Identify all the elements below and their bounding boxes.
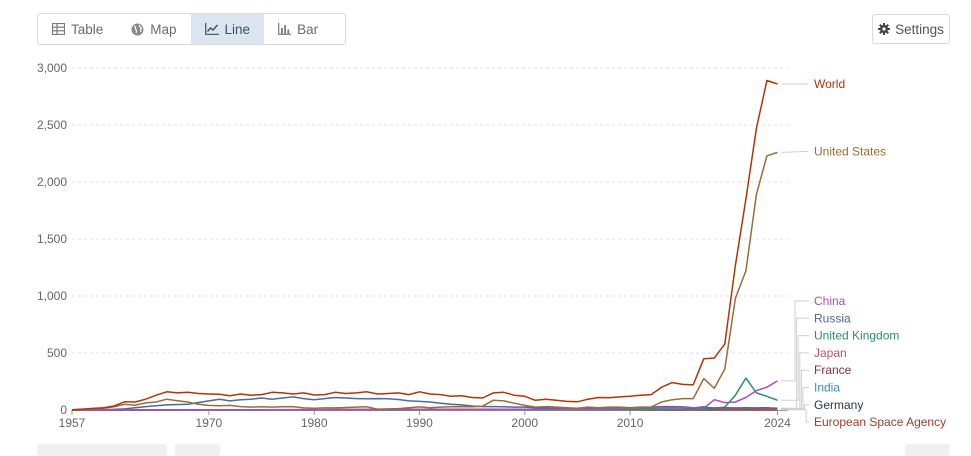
x-tick-label: 1990 xyxy=(406,416,433,430)
series-end-label: World xyxy=(814,77,845,91)
series-end-label: Germany xyxy=(814,398,863,412)
series-end-label: Japan xyxy=(814,346,847,360)
x-tick-label: 1970 xyxy=(196,416,223,430)
y-tick-label: 1,000 xyxy=(37,289,67,303)
series-end-label: United States xyxy=(814,144,886,158)
footer-tab-stub xyxy=(905,444,950,456)
x-tick-label: 1980 xyxy=(301,416,328,430)
footer-tab-stub xyxy=(175,444,220,456)
series-end-label: Russia xyxy=(814,311,851,325)
y-tick-label: 2,500 xyxy=(37,118,67,132)
x-tick-label: 2024 xyxy=(764,416,791,430)
series-line xyxy=(72,381,778,410)
x-tick-label: 1957 xyxy=(59,416,86,430)
y-tick-label: 2,000 xyxy=(37,175,67,189)
y-tick-label: 1,500 xyxy=(37,232,67,246)
footer-tab-stub xyxy=(37,444,167,456)
series-end-label: China xyxy=(814,294,846,308)
y-tick-label: 0 xyxy=(60,403,67,417)
label-connector xyxy=(780,301,809,381)
series-end-label: European Space Agency xyxy=(814,415,946,429)
x-tick-label: 2010 xyxy=(617,416,644,430)
series-end-label: India xyxy=(814,381,840,395)
x-tick-label: 2000 xyxy=(511,416,538,430)
label-connector xyxy=(781,151,808,152)
y-tick-label: 500 xyxy=(47,346,67,360)
series-end-label: United Kingdom xyxy=(814,329,899,343)
y-tick-label: 3,000 xyxy=(37,61,67,75)
series-line xyxy=(72,152,778,410)
series-end-label: France xyxy=(814,363,852,377)
series-line xyxy=(72,81,778,410)
